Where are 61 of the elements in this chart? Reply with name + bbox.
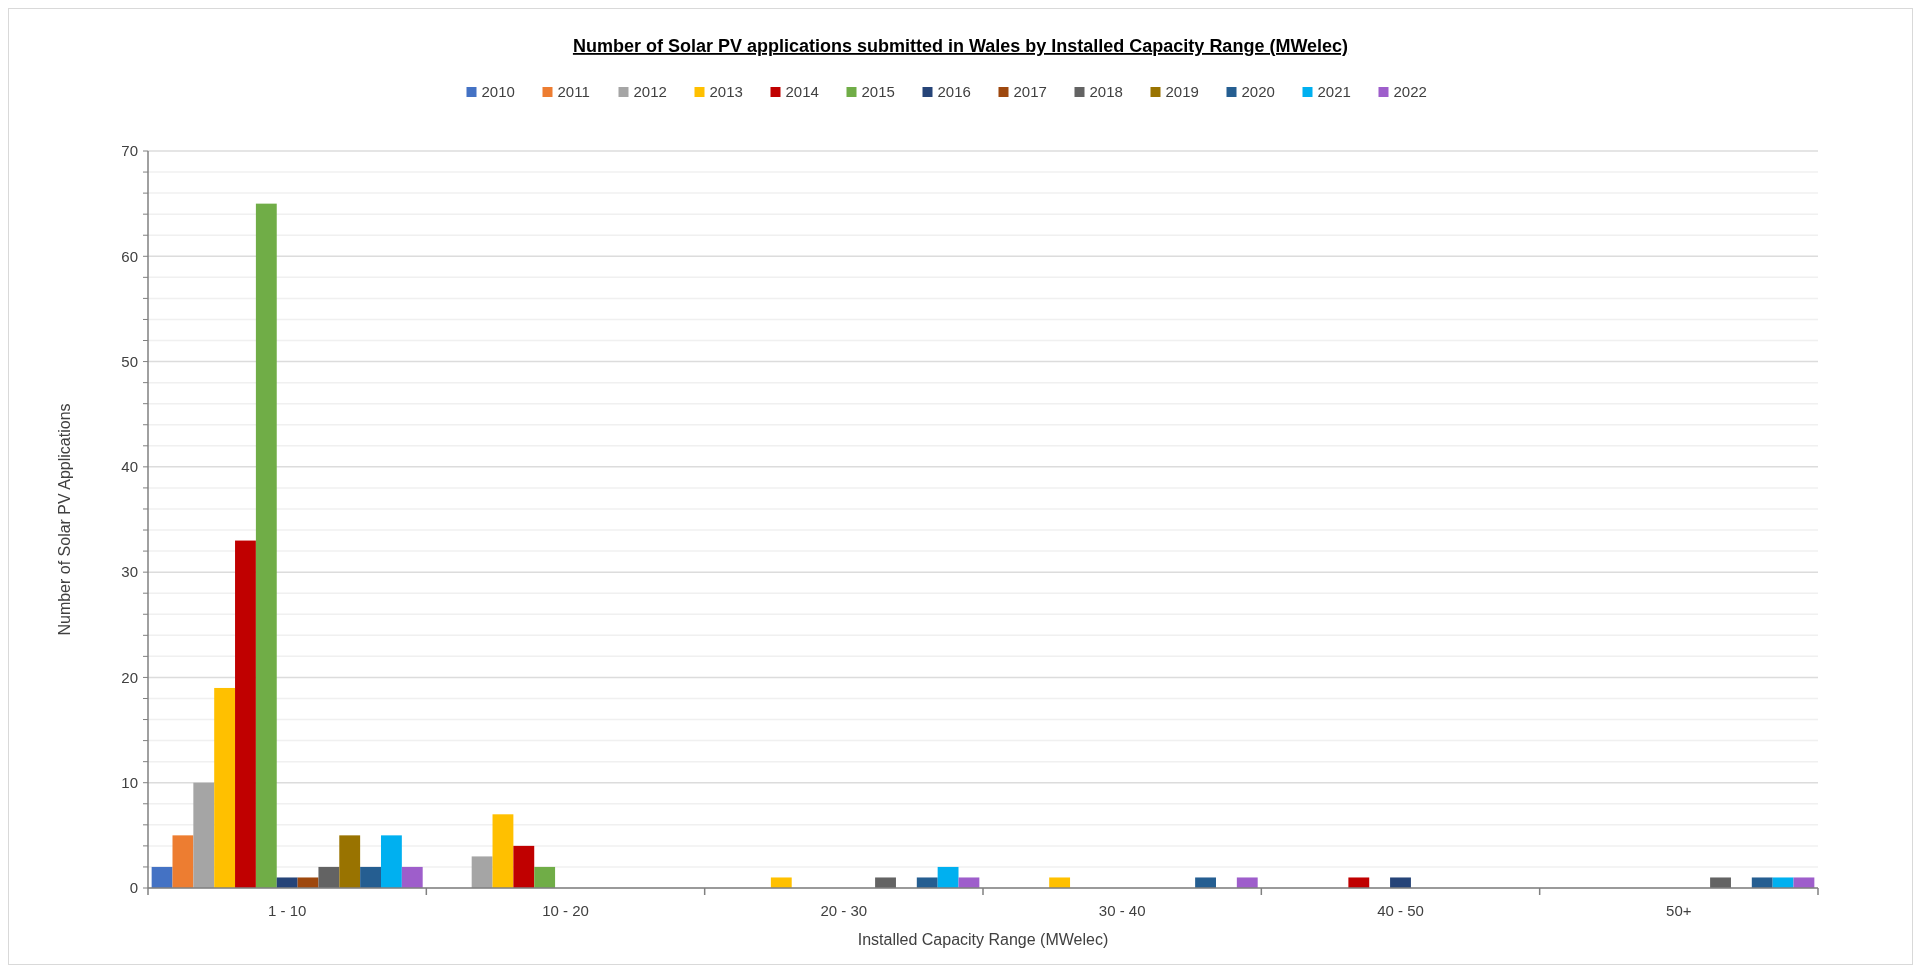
- bar: [214, 687, 236, 888]
- bar: [297, 877, 319, 888]
- y-tick-label: 70: [121, 142, 138, 160]
- bar: [276, 877, 298, 888]
- chart-title: Number of Solar PV applications submitted in Wales by Installed Capacity Range (MWelec): [572, 36, 1349, 56]
- legend-label: 2014: [785, 83, 819, 100]
- x-axis-title: Installed Capacity Range (MWelec): [857, 931, 1109, 948]
- legend-label: 2019: [1165, 83, 1199, 100]
- legend-label: 2017: [1013, 83, 1047, 100]
- legend-label: 2018: [1089, 83, 1123, 100]
- y-axis-title: Number of Solar PV Applications: [56, 403, 73, 636]
- bar: [916, 877, 938, 888]
- y-tick-label: 30: [121, 563, 138, 581]
- legend-label: 2013: [709, 83, 743, 100]
- bar: [1348, 877, 1370, 888]
- x-tick-label: 1 - 10: [267, 902, 307, 919]
- legend-label: 2011: [557, 83, 590, 100]
- bar: [534, 866, 556, 888]
- y-tick-label: 50: [121, 352, 138, 370]
- bar: [1390, 877, 1411, 888]
- x-tick-label: 50+: [1666, 902, 1692, 919]
- bar: [235, 540, 256, 888]
- bar: [172, 835, 194, 888]
- y-tick-label: 60: [121, 247, 138, 265]
- bar: [1049, 877, 1071, 888]
- bar: [1195, 877, 1216, 888]
- bar: [1710, 877, 1731, 888]
- bar: [401, 866, 423, 888]
- bar: [770, 877, 792, 888]
- legend-label: 2022: [1393, 83, 1427, 100]
- x-tick-label: 10 - 20: [542, 902, 589, 919]
- legend-label: 2015: [861, 83, 895, 100]
- legend-label: 2020: [1241, 83, 1275, 100]
- y-tick-label: 20: [121, 668, 138, 686]
- bar: [1793, 877, 1815, 888]
- legend-label: 2016: [937, 83, 971, 100]
- x-tick-label: 30 - 40: [1098, 902, 1146, 919]
- bar: [471, 856, 493, 888]
- bar: [1772, 877, 1794, 888]
- x-tick-label: 40 - 50: [1377, 902, 1424, 919]
- bar: [360, 866, 381, 888]
- bar: [492, 814, 514, 888]
- bar: [380, 835, 402, 888]
- bar: [255, 203, 277, 888]
- bar: [151, 866, 173, 888]
- legend-label: 2012: [633, 83, 667, 100]
- bar: [193, 782, 215, 888]
- x-tick-label: 20 - 30: [820, 902, 868, 919]
- y-tick-label: 0: [129, 879, 138, 897]
- y-tick-label: 40: [121, 458, 138, 476]
- bar: [958, 877, 980, 888]
- bar: [513, 845, 535, 888]
- y-tick-label: 10: [121, 773, 138, 791]
- bar: [875, 877, 896, 888]
- bar: [1751, 877, 1773, 888]
- bar: [1236, 877, 1258, 888]
- legend-label: 2010: [481, 83, 515, 100]
- legend-label: 2021: [1317, 83, 1351, 100]
- bar: [937, 866, 959, 888]
- bar: [339, 835, 361, 888]
- bar: [318, 866, 340, 888]
